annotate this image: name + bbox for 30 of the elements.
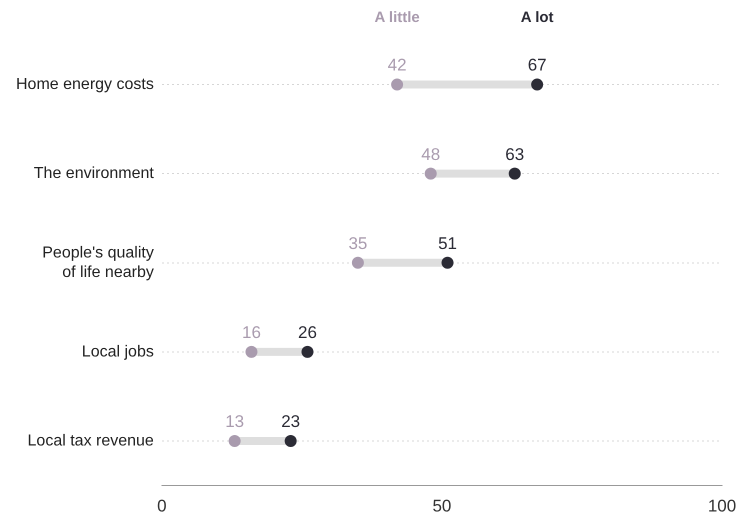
point bbox=[531, 78, 544, 91]
x-tick-label: 100 bbox=[708, 496, 736, 516]
data-label: 16 bbox=[242, 323, 261, 342]
data-label: 13 bbox=[225, 412, 244, 432]
data-label: 23 bbox=[281, 412, 300, 432]
data-label: 26 bbox=[298, 323, 317, 342]
point bbox=[228, 435, 241, 448]
data-label: 51 bbox=[438, 234, 457, 253]
x-tick-label: 0 bbox=[157, 496, 167, 516]
point bbox=[508, 168, 521, 180]
point bbox=[284, 435, 297, 448]
data-label: 48 bbox=[421, 144, 440, 164]
point bbox=[352, 256, 364, 269]
x-tick-label: 50 bbox=[432, 496, 452, 516]
data-label: 35 bbox=[348, 234, 368, 253]
y-tick-label: The environment bbox=[34, 165, 154, 182]
point bbox=[301, 346, 314, 358]
point bbox=[391, 78, 404, 91]
y-tick-label: Local tax revenue bbox=[28, 432, 154, 450]
data-label: 67 bbox=[528, 56, 547, 75]
point bbox=[424, 168, 437, 180]
point bbox=[245, 346, 258, 358]
point bbox=[442, 256, 454, 269]
data-label: 63 bbox=[505, 144, 524, 164]
text: A lot bbox=[520, 9, 554, 26]
y-tick-label: People's quality of life nearby bbox=[42, 244, 154, 281]
y-tick-label: Local jobs bbox=[82, 343, 154, 360]
y-tick-label: Home energy costs bbox=[16, 76, 154, 93]
data-label: 42 bbox=[388, 56, 407, 75]
text: A little bbox=[374, 9, 420, 26]
